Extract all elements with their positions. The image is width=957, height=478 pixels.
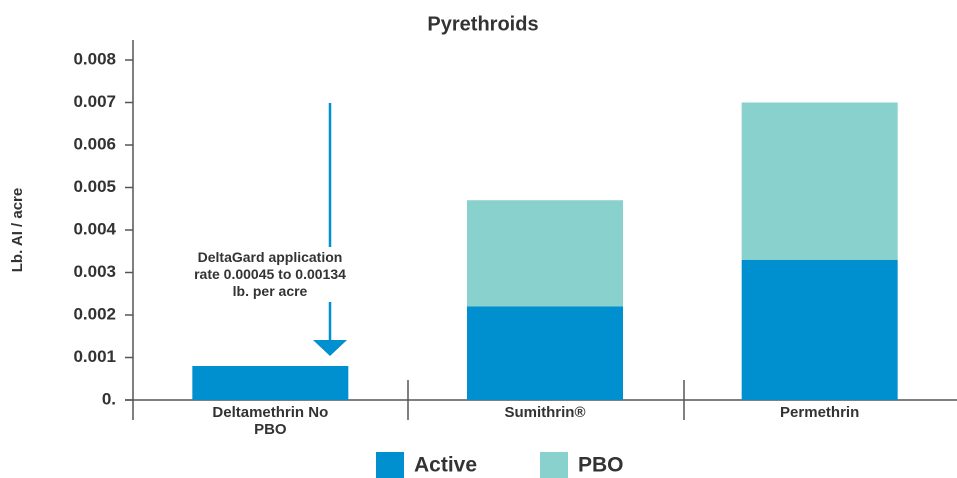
- bar-segment: [741, 259, 898, 400]
- legend-swatch: [540, 452, 568, 478]
- x-tick-label: Sumithrin®: [504, 404, 586, 421]
- chart-title: Pyrethroids: [427, 13, 538, 35]
- y-tick-label: 0.008: [73, 49, 116, 68]
- y-tick-label: 0.: [102, 389, 116, 408]
- y-tick-label: 0.001: [73, 347, 116, 366]
- bar-segment: [467, 200, 623, 307]
- legend-label: Active: [414, 454, 477, 477]
- y-tick-label: 0.002: [73, 304, 116, 323]
- bar-segment: [467, 306, 623, 400]
- bar-segment: [192, 366, 349, 400]
- legend-label: PBO: [578, 454, 624, 477]
- y-axis-label: Lb. AI / acre: [9, 188, 26, 272]
- legend-swatch: [376, 452, 404, 478]
- x-tick-label: Permethrin: [780, 404, 860, 421]
- y-tick-label: 0.003: [73, 262, 116, 281]
- bar-segment: [741, 102, 898, 260]
- annotation: DeltaGard application rate 0.00045 to 0.…: [190, 247, 350, 302]
- y-tick-label: 0.006: [73, 134, 116, 153]
- annotation-arrowhead: [313, 340, 347, 356]
- y-tick-label: 0.004: [73, 219, 116, 238]
- y-tick-label: 0.007: [73, 92, 116, 111]
- x-tick-label: Deltamethrin No PBO: [212, 404, 329, 438]
- y-tick-label: 0.005: [73, 177, 116, 196]
